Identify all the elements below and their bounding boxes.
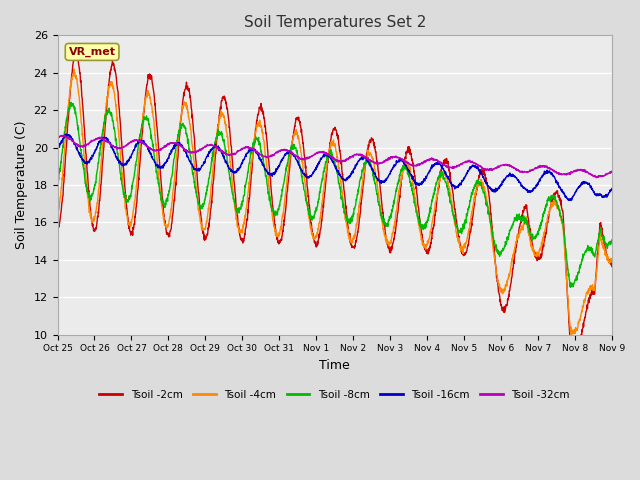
Legend: Tsoil -2cm, Tsoil -4cm, Tsoil -8cm, Tsoil -16cm, Tsoil -32cm: Tsoil -2cm, Tsoil -4cm, Tsoil -8cm, Tsoi…: [95, 386, 574, 404]
Y-axis label: Soil Temperature (C): Soil Temperature (C): [15, 121, 28, 249]
Text: VR_met: VR_met: [68, 47, 116, 57]
Title: Soil Temperatures Set 2: Soil Temperatures Set 2: [243, 15, 426, 30]
X-axis label: Time: Time: [319, 359, 350, 372]
